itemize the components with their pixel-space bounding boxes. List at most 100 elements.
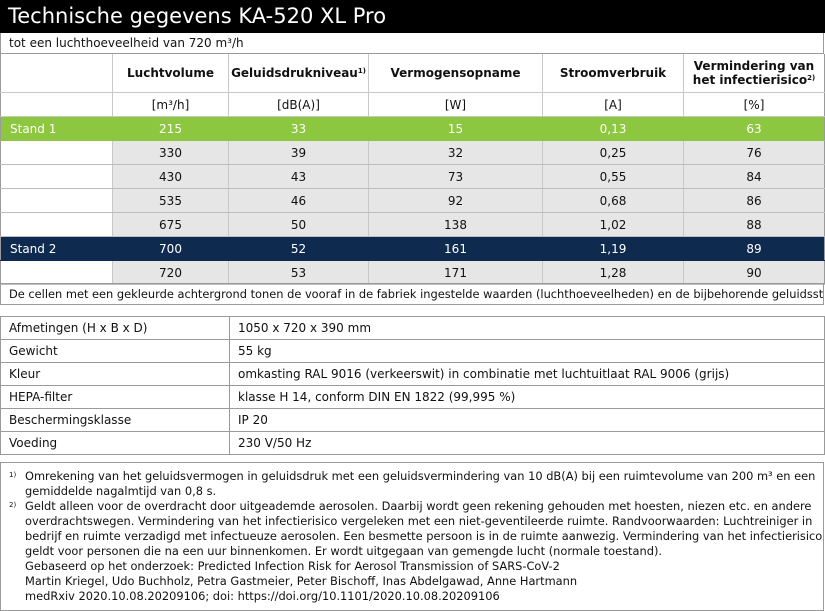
spec-row: Voeding 230 V/50 Hz bbox=[0, 431, 825, 455]
table-cell: 39 bbox=[228, 140, 369, 165]
table-cell: 720 bbox=[112, 260, 229, 285]
table-cell: 46 bbox=[228, 188, 369, 213]
table-cell: 0,68 bbox=[542, 188, 684, 213]
spec-label: Voeding bbox=[0, 431, 230, 455]
spec-row: Beschermingsklasse IP 20 bbox=[0, 408, 825, 432]
color-note: De cellen met een gekleurde achtergrond … bbox=[0, 283, 824, 305]
table-cell: 88 bbox=[683, 212, 825, 237]
spec-label: Kleur bbox=[0, 362, 230, 386]
column-header: Vermogensopname bbox=[368, 54, 543, 93]
spec-row: Afmetingen (H x B x D) 1050 x 720 x 390 m… bbox=[0, 316, 825, 340]
table-cell: 700 bbox=[112, 236, 229, 261]
footnote-line: gemiddelde nagalmtijd van 0,8 s. bbox=[25, 484, 217, 498]
table-cell: 535 bbox=[112, 188, 229, 213]
column-header: Geluidsdrukniveau1) bbox=[228, 54, 369, 93]
row-label bbox=[0, 260, 113, 285]
spec-label: Beschermingsklasse bbox=[0, 408, 230, 432]
footnote: 2) Geldt alleen voor de overdracht door u… bbox=[9, 499, 822, 604]
spec-row: Gewicht 55 kg bbox=[0, 339, 825, 363]
performance-table: Luchtvolume Geluidsdrukniveau1) Vermogen… bbox=[0, 54, 825, 285]
footnote-line: geldt voor personen die na een uur binne… bbox=[25, 544, 663, 558]
table-cell: 86 bbox=[683, 188, 825, 213]
footnote-marker: 2) bbox=[9, 501, 17, 509]
table-row: Stand 1 215 33 15 0,13 63 bbox=[0, 116, 825, 141]
spec-label: HEPA-filter bbox=[0, 385, 230, 409]
table-row: 720 53 171 1,28 90 bbox=[0, 260, 825, 285]
table-cell: 171 bbox=[368, 260, 543, 285]
footnote-line: Omrekening van het geluidsvermogen in ge… bbox=[25, 469, 816, 483]
footnote-marker: 1) bbox=[9, 471, 17, 479]
table-header-row: Luchtvolume Geluidsdrukniveau1) Vermogen… bbox=[0, 54, 825, 93]
footnote: 1) Omrekening van het geluidsvermogen in … bbox=[9, 469, 817, 499]
table-cell: 330 bbox=[112, 140, 229, 165]
page-title: Technische gegevens KA-520 XL Pro bbox=[0, 0, 825, 33]
table-row: 675 50 138 1,02 88 bbox=[0, 212, 825, 237]
spec-label: Afmetingen (H x B x D) bbox=[0, 316, 230, 340]
spec-value: omkasting RAL 9016 (verkeerswit) in comb… bbox=[229, 362, 825, 386]
footnote-text: Omrekening van het geluidsvermogen in ge… bbox=[25, 469, 817, 499]
spec-value: klasse H 14, conform DIN EN 1822 (99,995… bbox=[229, 385, 825, 409]
table-cell: 90 bbox=[683, 260, 825, 285]
table-cell: 675 bbox=[112, 212, 229, 237]
footnote-line: Geldt alleen voor de overdracht door uit… bbox=[25, 499, 812, 513]
footnote-line: Gebaseerd op het onderzoek: Predicted In… bbox=[25, 559, 560, 573]
performance-table-body: Luchtvolume Geluidsdrukniveau1) Vermogen… bbox=[0, 54, 825, 285]
table-cell: 53 bbox=[228, 260, 369, 285]
unit-cell: [W] bbox=[368, 92, 543, 117]
unit-cell: [A] bbox=[542, 92, 684, 117]
row-label: Stand 2 bbox=[0, 236, 113, 261]
table-row: 330 39 32 0,25 76 bbox=[0, 140, 825, 165]
spec-value: 230 V/50 Hz bbox=[229, 431, 825, 455]
table-cell: 32 bbox=[368, 140, 543, 165]
row-label bbox=[0, 188, 113, 213]
table-cell: 215 bbox=[112, 116, 229, 141]
table-cell: 76 bbox=[683, 140, 825, 165]
spec-row: Kleur omkasting RAL 9016 (verkeerswit) in… bbox=[0, 362, 825, 386]
footnote-line: medRxiv 2020.10.08.20209106; doi: https:… bbox=[25, 589, 500, 603]
footnotes: 1) Omrekening van het geluidsvermogen in … bbox=[0, 462, 824, 611]
spec-value: 1050 x 720 x 390 mm bbox=[229, 316, 825, 340]
spec-row: HEPA-filter klasse H 14, conform DIN EN 1… bbox=[0, 385, 825, 409]
table-row: Stand 2 700 52 161 1,19 89 bbox=[0, 236, 825, 261]
table-cell: 15 bbox=[368, 116, 543, 141]
header-corner-cell bbox=[0, 54, 113, 93]
row-label bbox=[0, 212, 113, 237]
table-cell: 1,02 bbox=[542, 212, 684, 237]
footnote-line: overdrachtswegen. Vermindering van het i… bbox=[25, 514, 813, 528]
table-cell: 1,19 bbox=[542, 236, 684, 261]
row-label bbox=[0, 140, 113, 165]
table-cell: 84 bbox=[683, 164, 825, 189]
spec-value: 55 kg bbox=[229, 339, 825, 363]
table-cell: 430 bbox=[112, 164, 229, 189]
table-cell: 161 bbox=[368, 236, 543, 261]
table-cell: 43 bbox=[228, 164, 369, 189]
column-header: Luchtvolume bbox=[112, 54, 229, 93]
column-header: Stroomverbruik bbox=[542, 54, 684, 93]
table-cell: 63 bbox=[683, 116, 825, 141]
table-cell: 0,25 bbox=[542, 140, 684, 165]
row-label bbox=[0, 164, 113, 189]
spec-value: IP 20 bbox=[229, 408, 825, 432]
table-row: 535 46 92 0,68 86 bbox=[0, 188, 825, 213]
specs-table: Afmetingen (H x B x D) 1050 x 720 x 390 m… bbox=[0, 316, 825, 455]
table-cell: 1,28 bbox=[542, 260, 684, 285]
footnote-text: Geldt alleen voor de overdracht door uit… bbox=[25, 499, 822, 604]
table-cell: 73 bbox=[368, 164, 543, 189]
table-cell: 89 bbox=[683, 236, 825, 261]
table-unit-row: [m³/h] [dB(A)] [W] [A] [%] bbox=[0, 92, 825, 117]
footnote-line: bedrijf en ruimte verzadigd met infectue… bbox=[25, 529, 823, 543]
table-row: 430 43 73 0,55 84 bbox=[0, 164, 825, 189]
table-cell: 138 bbox=[368, 212, 543, 237]
unit-cell: [%] bbox=[683, 92, 825, 117]
column-header: Vermindering van het infectierisico2) bbox=[683, 54, 825, 93]
table-cell: 0,55 bbox=[542, 164, 684, 189]
unit-cell: [m³/h] bbox=[112, 92, 229, 117]
row-label: Stand 1 bbox=[0, 116, 113, 141]
spec-label: Gewicht bbox=[0, 339, 230, 363]
table-cell: 50 bbox=[228, 212, 369, 237]
unit-cell: [dB(A)] bbox=[228, 92, 369, 117]
table-cell: 52 bbox=[228, 236, 369, 261]
table-cell: 92 bbox=[368, 188, 543, 213]
table-cell: 0,13 bbox=[542, 116, 684, 141]
